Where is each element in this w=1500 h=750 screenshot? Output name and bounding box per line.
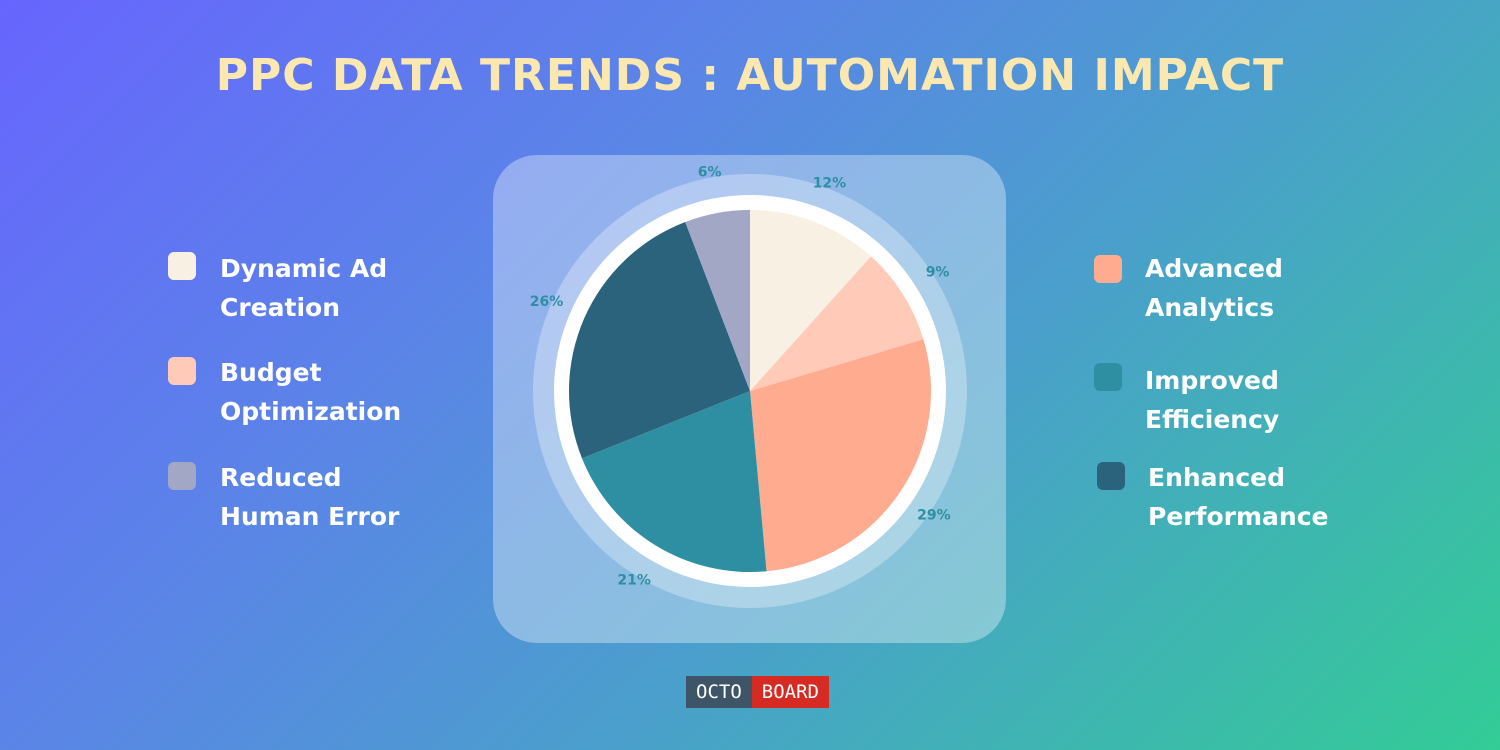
legend-label: Budget Optimization xyxy=(220,358,402,426)
legend-swatch xyxy=(1097,462,1125,490)
legend-swatch xyxy=(1094,363,1122,391)
chart-title: PPC DATA TRENDS : AUTOMATION IMPACT xyxy=(215,50,1285,101)
brand-logo: OCTO BOARD xyxy=(686,676,829,708)
pie-slice xyxy=(750,339,932,572)
brand-left: OCTO xyxy=(686,676,752,708)
slice-label: 26% xyxy=(530,294,564,310)
legend-label: Enhanced Performance xyxy=(1148,463,1329,531)
legend-swatch xyxy=(168,357,196,385)
brand-right: BOARD xyxy=(751,676,829,708)
legend-swatch xyxy=(168,462,196,490)
legend-swatch xyxy=(1094,255,1122,283)
slice-label: 9% xyxy=(926,264,950,280)
pie-slice xyxy=(685,210,750,391)
slice-label: 12% xyxy=(813,176,847,192)
pie-slice xyxy=(750,210,871,391)
pie-slice xyxy=(750,256,924,391)
slice-label: 29% xyxy=(917,507,951,523)
legend-label: Dynamic Ad Creation xyxy=(220,254,388,322)
pie-slice xyxy=(581,391,767,572)
legend-swatch xyxy=(168,252,196,280)
legend-label: Reduced Human Error xyxy=(220,463,400,531)
slice-label: 6% xyxy=(698,165,722,181)
slice-label: 21% xyxy=(617,572,651,588)
legend-label: Advanced Analytics xyxy=(1145,254,1283,322)
pie-slice xyxy=(569,221,750,459)
legend-label: Improved Efficiency xyxy=(1145,366,1280,434)
